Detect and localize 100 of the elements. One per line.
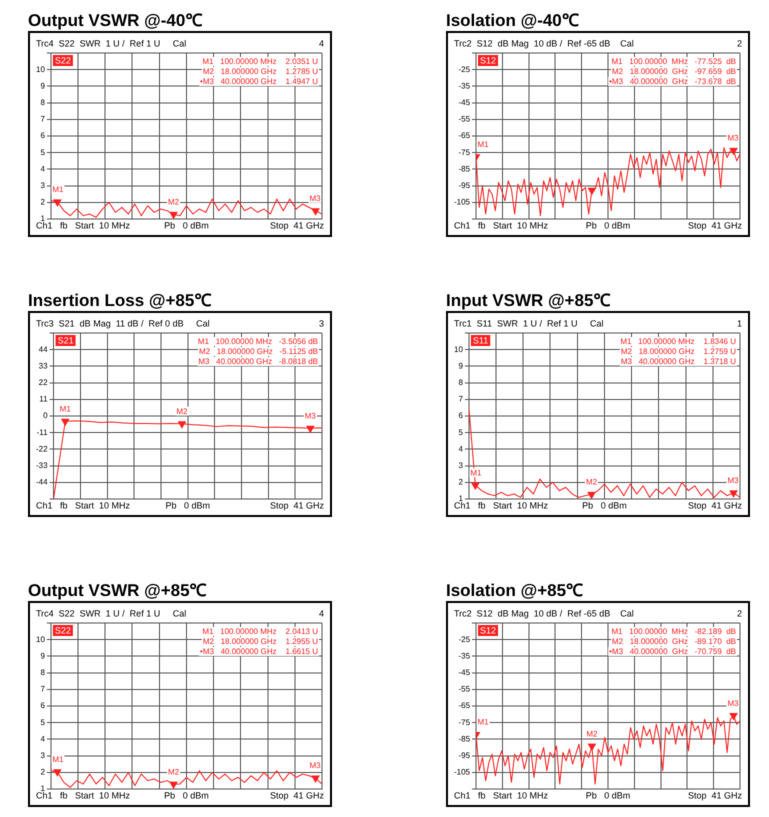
text: Ch1 fb Start 10 MHz (36, 500, 131, 510)
text: Pb 0 dBm (586, 790, 630, 800)
annotation: •M3 40.000000 GHz -70.759 dB (609, 647, 736, 656)
chart-title: Output VSWR @-40℃ (28, 10, 204, 31)
y-tick-label: 3 (458, 461, 464, 470)
text: 4 (318, 608, 324, 618)
annotation: •M3 40.000000 GHz -73.678 dB (609, 77, 736, 86)
annotation: M3 (727, 134, 740, 143)
y-tick-label: 10 (36, 64, 46, 74)
y-tick-label: 8 (40, 98, 46, 108)
annotation: M2 18.000000 GHz -89.170 dB (612, 637, 736, 646)
text: 2 (736, 608, 742, 618)
y-tick-label: 4 (458, 444, 464, 454)
y-tick-label: -55 (458, 114, 471, 124)
annotation: S11 (472, 335, 488, 346)
annotation: M1 100.00000 MHz -82.189 dB (611, 627, 736, 636)
text: 4 (318, 38, 324, 48)
y-tick-label: 2 (458, 478, 464, 487)
y-tick-label: 3 (40, 751, 46, 760)
annotation: M2 (586, 729, 598, 738)
y-tick-label: 5 (40, 718, 46, 727)
annotation: M1 (477, 140, 490, 149)
chart-title: Input VSWR @+85℃ (446, 290, 612, 311)
annotation: M2 (168, 767, 180, 776)
text: Pb 0 dBm (586, 220, 630, 230)
annotation: M1 100.00000 MHz 2.0413 U (202, 627, 318, 636)
annotation: M3 (727, 476, 740, 486)
text: Stop 41 GHz (270, 220, 324, 230)
text: Stop 41 GHz (688, 500, 742, 510)
y-tick-label: 9 (40, 651, 46, 660)
annotation: M1 (477, 718, 490, 727)
text: 3 (318, 318, 324, 328)
text: Pb 0 dBm (582, 500, 627, 510)
y-tick-label: -35 (458, 81, 471, 90)
text: Trc2 S12 dB Mag 10 dB / Ref -65 dB Cal (454, 38, 634, 48)
chart-title: Isolation @-40℃ (446, 10, 580, 31)
y-tick-label: 7 (40, 684, 46, 694)
y-tick-label: 33 (38, 361, 48, 370)
annotation: M2 18.000000 GHz -5.1125 dB (198, 347, 318, 356)
text: 1 (736, 318, 742, 328)
y-tick-label: -105 (454, 768, 471, 777)
text: Pb 0 dBm (164, 220, 209, 230)
y-tick-label: -11 (36, 428, 48, 437)
annotation: M3 (309, 194, 322, 203)
y-tick-label: -65 (458, 131, 471, 140)
annotation: M2 18.000000 GHz -97.659 dB (612, 67, 736, 76)
annotation: S22 (54, 625, 71, 636)
annotation: M1 (60, 404, 72, 414)
y-tick-label: -45 (458, 668, 471, 678)
text: Stop 41 GHz (270, 790, 324, 800)
text: Ch1 fb Start 10 MHz (454, 220, 549, 230)
y-tick-label: 9 (40, 81, 46, 90)
y-tick-label: -22 (36, 444, 48, 454)
annotation: M1 (470, 468, 482, 478)
text: Trc4 S22 SWR 1 U / Ref 1 U Cal (36, 38, 186, 48)
y-tick-label: 4 (40, 734, 46, 744)
text: Ch1 fb Start 10 MHz (454, 790, 549, 800)
y-tick-label: 10 (36, 634, 46, 644)
y-tick-label: -85 (458, 734, 471, 744)
y-tick-label: -25 (458, 634, 471, 644)
annotation: S21 (58, 335, 74, 346)
y-tick-label: -35 (458, 651, 471, 660)
annotation: M1 (52, 754, 64, 764)
annotation: M1 (52, 185, 64, 194)
annotation: M2 18.000000 GHz 1.2759 U (620, 347, 736, 356)
chart-title: Insertion Loss @+85℃ (28, 290, 212, 311)
annotation: M2 (176, 406, 188, 416)
annotation: M3 40.000000 GHz 1.3718 U (620, 357, 736, 366)
y-tick-label: -75 (458, 148, 471, 157)
y-tick-label: 0 (43, 411, 48, 420)
annotation: S12 (480, 625, 496, 636)
annotation: M2 18.000000 GHz 1.2955 U (202, 637, 318, 646)
annotation: M2 (586, 478, 598, 487)
annotation: M3 (727, 698, 740, 708)
y-tick-label: 6 (40, 131, 46, 140)
y-tick-label: -95 (458, 181, 471, 190)
chart-title: Output VSWR @+85℃ (28, 580, 208, 601)
annotation: •M3 40.000000 GHz 1.6615 U (200, 647, 318, 656)
chart-title: Isolation @+85℃ (446, 580, 584, 601)
y-tick-label: 8 (458, 378, 464, 388)
point (306, 426, 314, 433)
y-tick-label: 9 (458, 361, 464, 370)
y-tick-label: -65 (458, 701, 471, 710)
text: Stop 41 GHz (688, 790, 742, 800)
y-tick-label: -33 (36, 461, 48, 470)
annotation: M1 100.00000 MHz 2.0351 U (202, 57, 318, 66)
y-tick-label: -25 (458, 64, 471, 74)
text: Pb 0 dBm (166, 500, 210, 510)
annotation: M2 18.000000 GHz 1.2785 U (202, 67, 318, 76)
y-tick-label: 7 (40, 114, 46, 124)
text: 2 (736, 38, 742, 48)
y-tick-label: 44 (38, 344, 48, 354)
text: Trc4 S22 SWR 1 U / Ref 1 U Cal (36, 608, 186, 618)
y-tick-label: 8 (40, 668, 46, 678)
annotation: M2 (168, 198, 180, 207)
y-tick-label: 6 (40, 701, 46, 710)
annotation: •M3 40.000000 GHz 1.4947 U (200, 77, 318, 86)
y-tick-label: 22 (38, 378, 48, 388)
y-tick-label: 2 (40, 768, 46, 777)
y-tick-label: 11 (39, 394, 48, 404)
